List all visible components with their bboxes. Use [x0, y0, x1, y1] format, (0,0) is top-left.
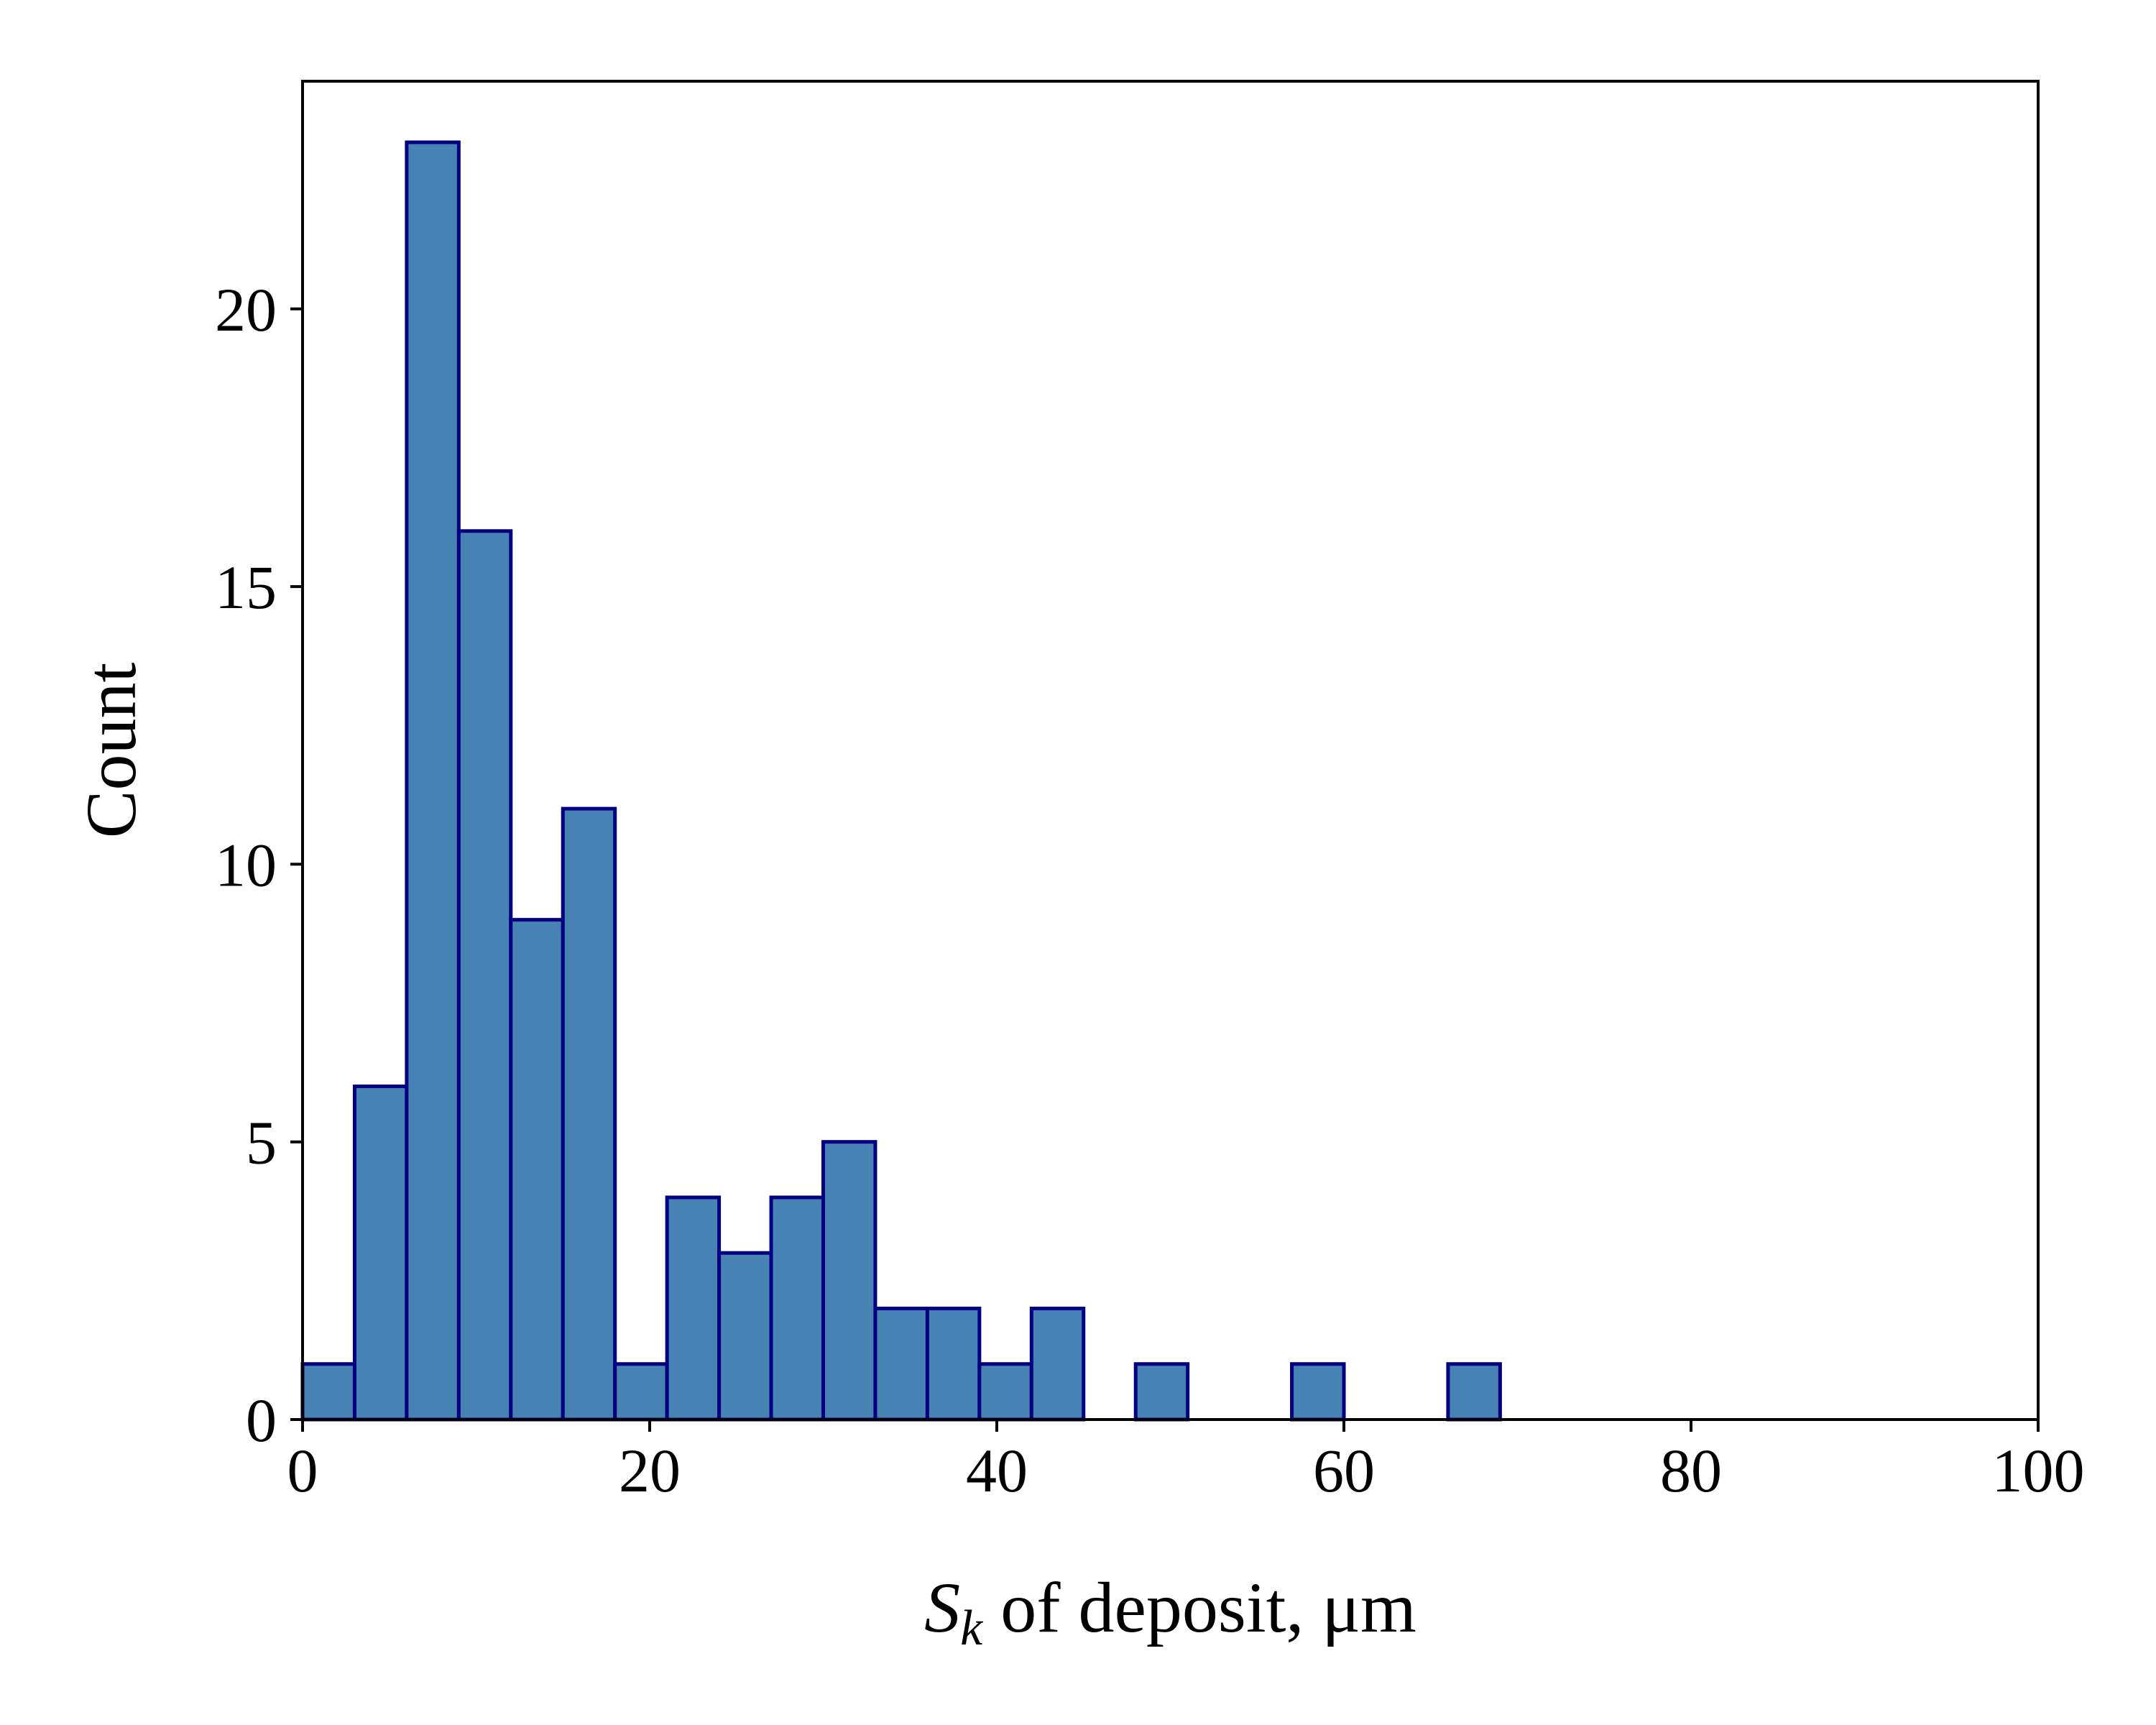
- histogram-bar-2: [405, 140, 461, 1422]
- histogram-bar-6: [613, 1362, 669, 1422]
- x-tick-label-3: 60: [1313, 1436, 1375, 1505]
- histogram-bars: [300, 140, 1502, 1422]
- y-tick-label-3: 15: [215, 553, 277, 622]
- x-axis-title-symbol: S: [924, 1568, 960, 1647]
- x-tick-label-0: 0: [287, 1436, 318, 1505]
- y-tick-label-2: 10: [215, 830, 277, 899]
- plot-frame: [301, 80, 2040, 1421]
- x-tick-label-1: 20: [619, 1436, 681, 1505]
- y-tick-label-0: 0: [246, 1386, 277, 1455]
- histogram-bar-8: [717, 1251, 773, 1422]
- histogram-bar-16: [1133, 1362, 1190, 1422]
- histogram-bar-3: [456, 529, 513, 1422]
- histogram-bar-1: [352, 1084, 409, 1422]
- histogram-bar-11: [873, 1306, 929, 1422]
- x-axis-title-subscript: k: [960, 1601, 984, 1656]
- x-tick-label-2: 40: [966, 1436, 1028, 1505]
- histogram-bar-9: [769, 1195, 826, 1422]
- histogram-bar-0: [300, 1362, 356, 1422]
- histogram-bar-7: [665, 1195, 722, 1422]
- y-tick-label-1: 5: [246, 1108, 277, 1177]
- histogram-bar-12: [925, 1306, 982, 1422]
- histogram-bar-22: [1446, 1362, 1502, 1422]
- histogram-bar-5: [561, 806, 617, 1422]
- x-tick-label-4: 80: [1660, 1436, 1722, 1505]
- histogram-bar-4: [509, 918, 565, 1422]
- y-axis-title: Count: [71, 663, 151, 839]
- y-tick-label-4: 20: [215, 275, 277, 344]
- x-axis-ticks: 0 20 40 60 80 100: [287, 1420, 2085, 1505]
- histogram-bar-19: [1290, 1362, 1346, 1422]
- histogram-bar-10: [821, 1140, 877, 1422]
- y-axis-ticks: 0 5 10 15 20: [215, 275, 303, 1455]
- x-tick-label-5: 100: [1992, 1436, 2085, 1505]
- x-axis-title: Sk of deposit, μm: [924, 1568, 1416, 1656]
- histogram-bar-13: [977, 1362, 1033, 1422]
- x-axis-title-text: of deposit, μm: [982, 1568, 1416, 1647]
- histogram-bar-14: [1029, 1306, 1086, 1422]
